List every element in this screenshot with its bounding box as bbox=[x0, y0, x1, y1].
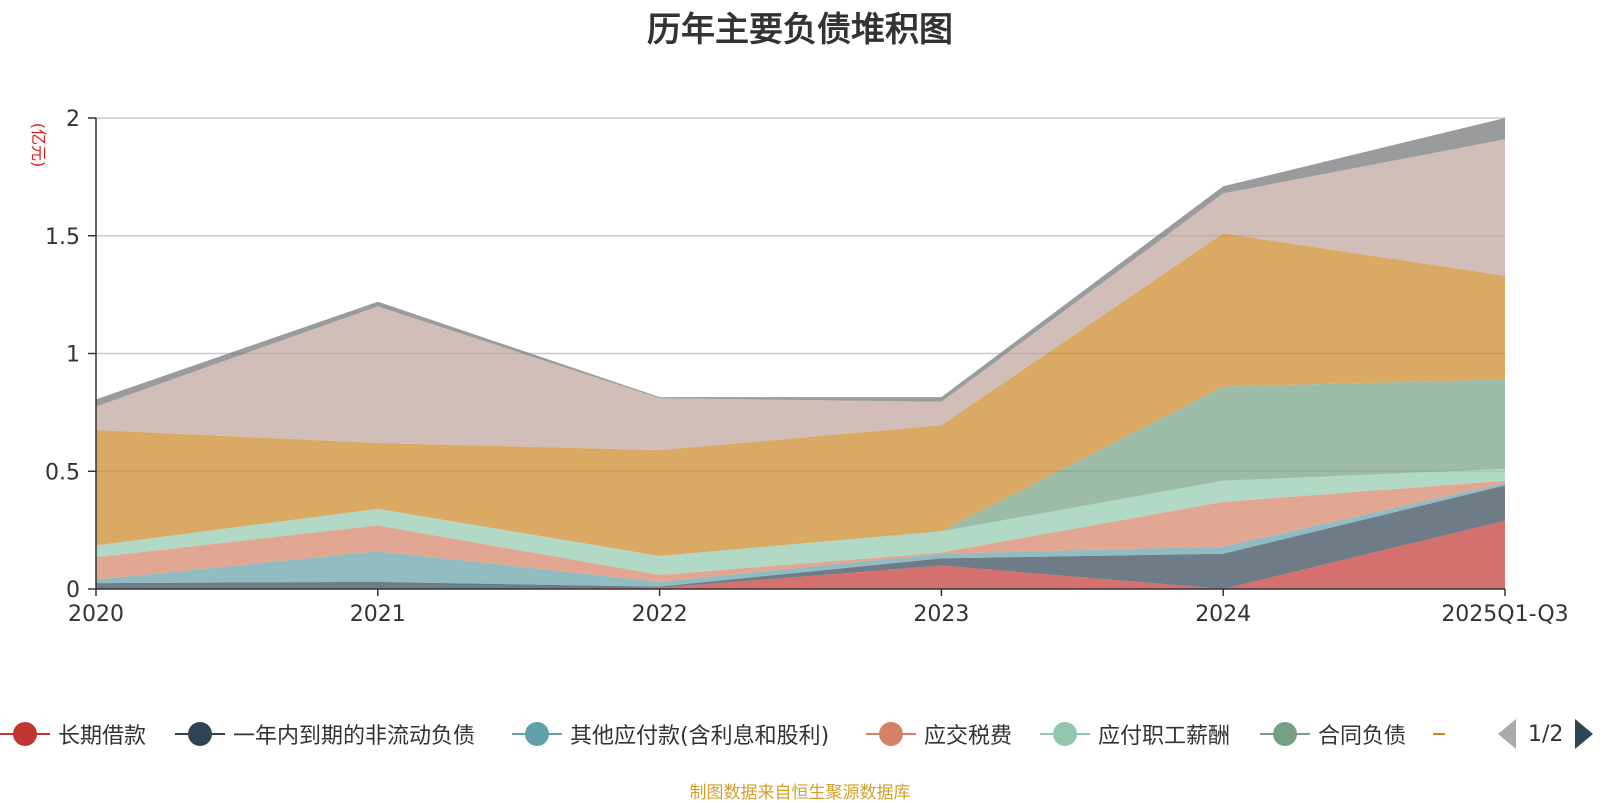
legend-label: 合同负债 bbox=[1318, 724, 1407, 749]
legend-item-employee-payables[interactable]: 应付职工薪酬 bbox=[1040, 712, 1230, 756]
legend-marker-icon bbox=[1260, 719, 1310, 749]
legend-page-indicator: 1/2 bbox=[1528, 721, 1564, 747]
legend: 长期借款 一年内到期的非流动负债 其他应付款(含利息和股利) 应交税费 应付职工… bbox=[0, 712, 1600, 756]
legend-pager: 1/2 bbox=[1498, 712, 1594, 756]
legend-label: 长期借款 bbox=[58, 724, 147, 749]
axis-layer: 0 0.5 1 1.5 2 2020 2021 2022 2023 2024 2025Q1-Q3 bbox=[45, 107, 1569, 627]
legend-item-other-payables[interactable]: 其他应付款(含利息和股利) bbox=[512, 712, 829, 756]
legend-marker-icon bbox=[0, 719, 50, 749]
legend-item-taxes-payable[interactable]: 应交税费 bbox=[866, 712, 1012, 756]
legend-label: 一年内到期的非流动负债 bbox=[233, 724, 476, 749]
x-tick-label: 2020 bbox=[68, 602, 124, 627]
legend-marker-icon bbox=[512, 719, 562, 749]
legend-label: 应交税费 bbox=[924, 724, 1013, 749]
y-axis-unit-label: (亿元) bbox=[29, 123, 48, 168]
legend-item-accounts-payable-partial[interactable] bbox=[1433, 712, 1445, 756]
x-tick-label: 2023 bbox=[913, 602, 969, 627]
area-series-0 bbox=[96, 520, 1505, 589]
area-series-7 bbox=[96, 139, 1505, 451]
legend-marker-icon bbox=[1040, 719, 1090, 749]
y-tick-label: 1.5 bbox=[45, 225, 80, 250]
area-series-3 bbox=[96, 480, 1505, 582]
area-series-1 bbox=[96, 485, 1505, 589]
y-tick-label: 2 bbox=[66, 107, 80, 132]
legend-marker-icon bbox=[175, 719, 225, 749]
y-tick-label: 0 bbox=[66, 578, 80, 603]
legend-item-current-portion-noncurrent-liabilities[interactable]: 一年内到期的非流动负债 bbox=[175, 712, 475, 756]
area-series-4 bbox=[96, 468, 1505, 575]
legend-item-long-term-loans[interactable]: 长期借款 bbox=[0, 712, 146, 756]
stacked-area-chart: (亿元) 0 0.5 1 1.5 2 2020 2021 2022 2023 2024 2025Q1… bbox=[29, 107, 1569, 627]
y-tick-label: 0.5 bbox=[45, 460, 80, 485]
y-tick-label: 1 bbox=[66, 343, 80, 368]
x-tick-label: 2021 bbox=[350, 602, 406, 627]
legend-next-page-icon[interactable] bbox=[1575, 719, 1594, 749]
legend-prev-page-icon[interactable] bbox=[1498, 719, 1516, 749]
legend-item-contract-liabilities[interactable]: 合同负债 bbox=[1260, 712, 1406, 756]
legend-marker-icon bbox=[866, 719, 916, 749]
area-series-6 bbox=[96, 233, 1505, 556]
area-series-2 bbox=[96, 483, 1505, 587]
x-tick-label: 2024 bbox=[1195, 602, 1251, 627]
chart-title: 历年主要负债堆积图 bbox=[647, 10, 953, 50]
data-source-note: 制图数据来自恒生聚源数据库 bbox=[689, 783, 911, 803]
legend-label: 其他应付款(含利息和股利) bbox=[570, 724, 830, 749]
legend-marker-icon bbox=[1433, 719, 1445, 749]
x-tick-label: 2022 bbox=[632, 602, 688, 627]
legend-label: 应付职工薪酬 bbox=[1098, 724, 1231, 749]
area-layer bbox=[96, 118, 1505, 589]
area-series-5 bbox=[96, 379, 1505, 556]
x-tick-label: 2025Q1-Q3 bbox=[1441, 602, 1568, 627]
